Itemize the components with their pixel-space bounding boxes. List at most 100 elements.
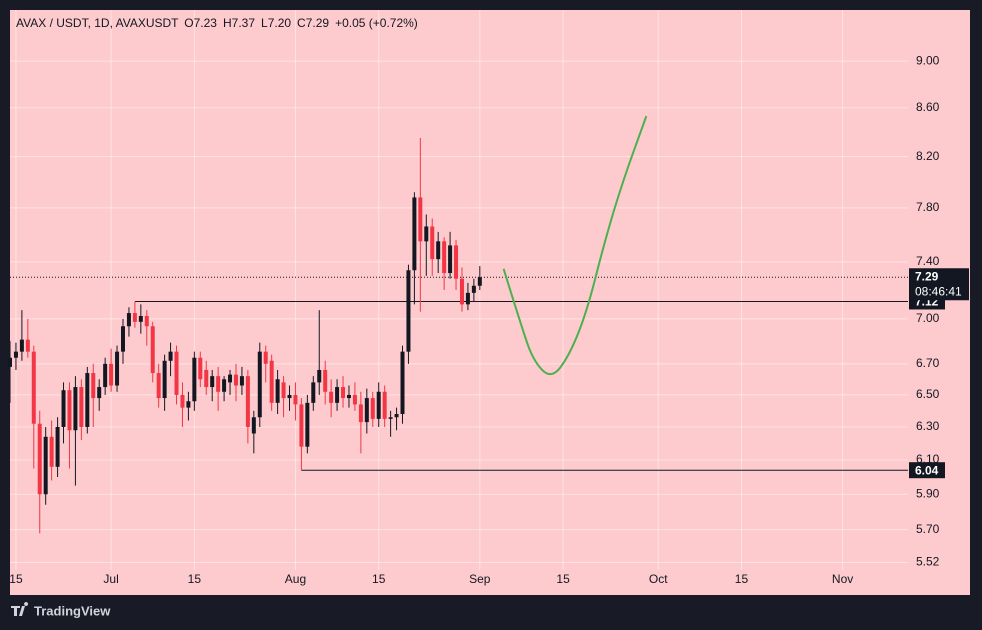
candle-body — [471, 285, 476, 293]
y-tick-label: 9.00 — [916, 53, 940, 67]
candle-body — [239, 376, 244, 386]
chart-background — [10, 10, 970, 595]
candle-body — [192, 357, 197, 402]
candle-body — [382, 391, 387, 419]
ohlc-value: O7.23 — [184, 16, 217, 30]
candle-body — [31, 351, 36, 424]
ohlc-value: L7.20 — [261, 16, 291, 30]
candle-body — [67, 390, 72, 431]
level-label: 6.04 — [915, 463, 939, 477]
candle-body — [311, 382, 316, 403]
x-tick-label: 15 — [556, 572, 570, 586]
candle-body — [329, 391, 334, 403]
candle-body — [400, 351, 405, 415]
y-tick-label: 6.50 — [916, 387, 940, 401]
candle-body — [103, 363, 108, 388]
x-tick-label: Aug — [285, 572, 306, 586]
candle-body — [19, 339, 24, 352]
candle-body — [287, 394, 292, 399]
candle-body — [120, 326, 125, 352]
candle-body — [37, 423, 42, 495]
candle-body — [91, 373, 96, 399]
candle-body — [233, 374, 238, 386]
candle-body — [459, 278, 464, 305]
candle-body — [109, 363, 114, 386]
candle-body — [245, 376, 250, 427]
candle-body — [49, 436, 54, 467]
candle-body — [55, 426, 60, 467]
y-tick-label: 5.70 — [916, 522, 940, 536]
price-change: +0.05 (+0.72%) — [335, 16, 418, 30]
y-tick-label: 7.00 — [916, 311, 940, 325]
candle-body — [341, 387, 346, 399]
candle-body — [323, 369, 328, 392]
candle-body — [394, 414, 399, 418]
countdown-label: 08:46:41 — [915, 284, 962, 298]
candle-body — [210, 376, 215, 388]
chart-header: AVAX / USDT, 1D, AVAXUSDT O7.23 H7.37 L7.20… — [16, 16, 418, 30]
y-tick-label: 8.20 — [916, 149, 940, 163]
candle-body — [442, 241, 447, 274]
candle-body — [430, 226, 435, 260]
candle-body — [346, 394, 351, 399]
candle-body — [85, 373, 90, 427]
candle-body — [305, 402, 310, 447]
x-tick-label: Jul — [103, 572, 118, 586]
candle-body — [257, 351, 262, 418]
y-tick-label: 5.52 — [916, 555, 940, 569]
y-tick-label: 7.80 — [916, 200, 940, 214]
candle-body — [281, 382, 286, 399]
candle-body — [13, 351, 18, 358]
candle-body — [186, 401, 191, 408]
last-price-label-bg — [909, 268, 969, 301]
candle-body — [73, 387, 78, 431]
x-tick-label: 15 — [372, 572, 386, 586]
ohlc-value: H7.37 — [223, 16, 255, 30]
candle-body — [43, 436, 48, 495]
y-tick-label: 6.70 — [916, 356, 940, 370]
candle-body — [61, 390, 66, 427]
candle-body — [79, 387, 84, 427]
candle-body — [174, 351, 179, 395]
candle-body — [263, 351, 268, 364]
x-tick-label: 15 — [9, 572, 23, 586]
candle-body — [132, 313, 137, 322]
candle-body — [216, 376, 221, 392]
x-tick-label: 15 — [188, 572, 202, 586]
candle-body — [352, 394, 357, 405]
brand-name: TradingView — [34, 603, 111, 618]
candle-body — [126, 313, 131, 327]
candle-body — [222, 379, 227, 392]
candle-body — [388, 417, 393, 419]
candle-body — [448, 245, 453, 274]
candle-body — [418, 197, 423, 242]
candle-body — [412, 197, 417, 271]
y-tick-label: 6.30 — [916, 419, 940, 433]
candle-body — [370, 398, 375, 419]
candle-body — [144, 315, 149, 327]
candle-body — [335, 387, 340, 403]
candle-body — [180, 394, 185, 408]
candle-body — [293, 394, 298, 405]
candle-body — [150, 326, 155, 374]
candle-body — [251, 417, 256, 434]
y-tick-label: 5.90 — [916, 486, 940, 500]
candle-body — [424, 226, 429, 242]
candle-body — [228, 374, 233, 383]
candle-body — [406, 270, 411, 352]
ohlc-value: C7.29 — [297, 16, 329, 30]
candle-body — [97, 387, 102, 399]
candle-body — [275, 379, 280, 403]
candle-body — [168, 351, 173, 361]
candle-body — [317, 369, 322, 383]
candle-body — [8, 357, 12, 367]
candle-body — [25, 339, 30, 352]
candle-body — [204, 369, 209, 388]
x-tick-label: Nov — [832, 572, 853, 586]
candle-body — [465, 292, 470, 305]
x-tick-label: Oct — [649, 572, 668, 586]
candle-body — [364, 398, 369, 423]
candle-body — [156, 373, 161, 399]
candle-body — [198, 357, 203, 380]
